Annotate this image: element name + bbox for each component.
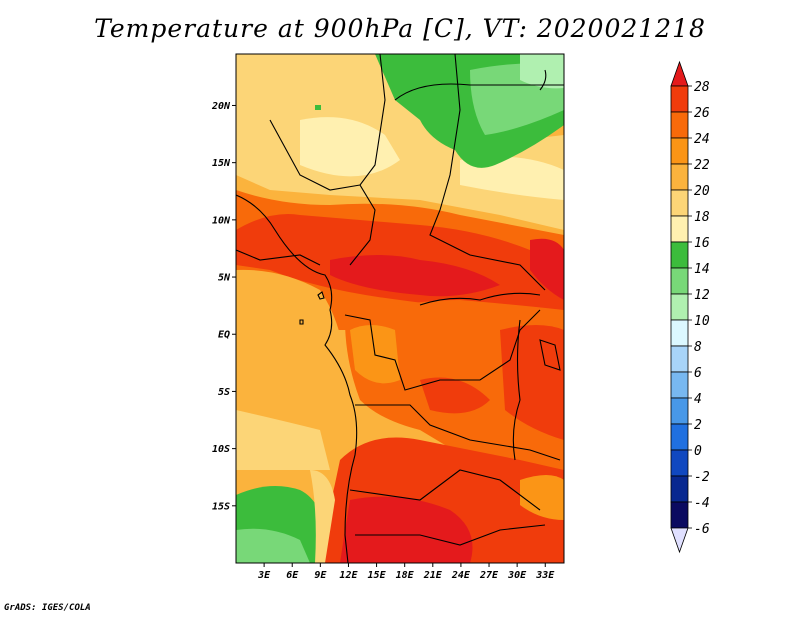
colorbar-label: 0	[694, 444, 702, 459]
y-tick-label: 5S	[218, 387, 230, 398]
colorbar-swatch	[670, 397, 689, 425]
credit-label: GrADS: IGES/COLA	[4, 603, 91, 613]
y-axis: 20N 15N 10N 5N EQ 5S 10S 15S	[211, 101, 236, 512]
colorbar-swatch	[670, 85, 689, 113]
colorbar-label: 10	[694, 314, 710, 329]
country-borders	[236, 54, 564, 563]
x-tick-label: 18E	[396, 570, 415, 581]
colorbar-bottom-triangle	[670, 527, 689, 554]
colorbar-swatch	[670, 111, 689, 139]
colorbar-label: 26	[694, 106, 710, 121]
colorbar-label: 24	[694, 132, 710, 147]
x-tick-label: 24E	[451, 570, 471, 581]
x-tick-label: 30E	[507, 570, 527, 581]
colorbar-label: 18	[694, 210, 710, 225]
colorbar-swatch	[670, 137, 689, 165]
colorbar-label: 14	[694, 262, 710, 277]
y-tick-label: 10S	[212, 444, 230, 455]
x-tick-label: 15E	[368, 570, 387, 581]
x-tick-label: 12E	[339, 570, 358, 581]
colorbar-swatch	[670, 475, 689, 503]
colorbar-label: 2	[694, 418, 702, 433]
chart-title: Temperature at 900hPa [C], VT: 202002121…	[94, 14, 706, 43]
colorbar-label: 4	[694, 392, 702, 407]
y-tick-label: 20N	[211, 101, 231, 112]
colorbar-swatch	[670, 345, 689, 373]
temperature-field	[236, 54, 564, 563]
colorbar-swatch	[670, 241, 689, 269]
colorbar-swatch	[670, 423, 689, 451]
colorbar-label: 22	[694, 158, 710, 173]
colorbar-label: 16	[694, 236, 710, 251]
colorbar-swatch	[670, 189, 689, 217]
x-tick-label: 33E	[535, 570, 555, 581]
colorbar-label: 28	[694, 80, 710, 95]
colorbar-label: -2	[694, 470, 710, 485]
colorbar-swatch	[670, 267, 689, 295]
x-tick-label: 6E	[286, 570, 299, 581]
map-frame	[235, 53, 565, 564]
x-tick-label: 3E	[257, 570, 271, 581]
colorbar-swatch	[670, 371, 689, 399]
colorbar-label: -4	[694, 496, 710, 511]
colorbar-swatch	[670, 215, 689, 243]
colorbar-label: 8	[694, 340, 702, 355]
colorbar-swatch	[670, 501, 689, 529]
colorbar-label: -6	[694, 522, 710, 537]
y-tick-label: 5N	[218, 273, 231, 284]
colorbar-label: 20	[694, 184, 710, 199]
y-tick-label: 10N	[212, 215, 231, 226]
y-tick-label: 15S	[212, 501, 230, 512]
colorbar-swatch	[670, 449, 689, 477]
x-tick-label: 27E	[479, 570, 499, 581]
x-tick-label: 21E	[423, 570, 443, 581]
colorbar-label: 6	[694, 366, 702, 381]
colorbar-swatch	[670, 163, 689, 191]
colorbar-swatch	[670, 319, 689, 347]
x-tick-label: 9E	[314, 570, 327, 581]
y-tick-label: 15N	[212, 158, 231, 169]
x-axis: 3E 6E 9E 12E 15E 18E 21E 24E 27E 30E 33E	[257, 563, 555, 581]
colorbar-label: 12	[694, 288, 710, 303]
colorbar-top-triangle	[670, 60, 689, 87]
y-tick-label: EQ	[218, 330, 230, 341]
colorbar-swatch	[670, 293, 689, 321]
